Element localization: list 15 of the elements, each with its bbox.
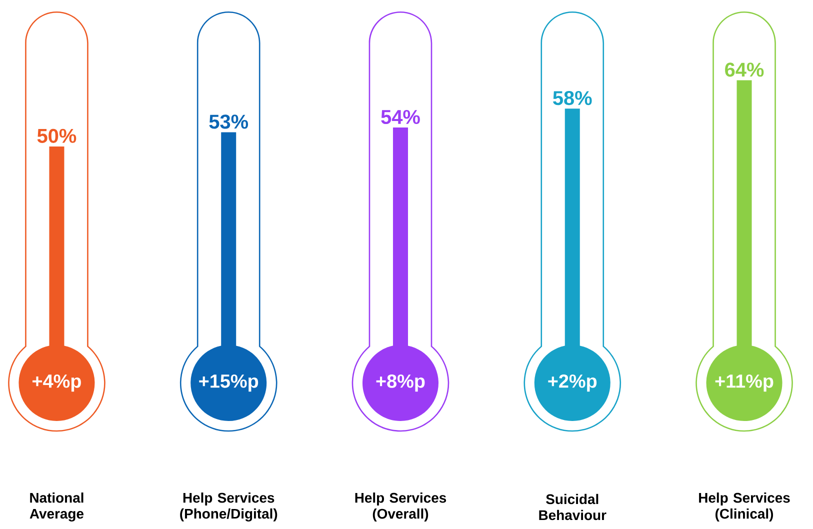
- x-tick-label: Help Services (Overall): [355, 492, 446, 522]
- x-tick-label: Suicidal Behaviour: [539, 494, 606, 520]
- annotation: +8%p: [376, 374, 425, 392]
- data-label: 53%: [209, 114, 248, 129]
- annotation: +2%p: [548, 374, 597, 392]
- x-tick-label: Help Services (Phone/Digital): [180, 492, 278, 522]
- data-label: 50%: [37, 128, 76, 143]
- data-label: 58%: [553, 91, 592, 106]
- annotation: +4%p: [32, 374, 81, 392]
- x-tick-label: Help Services (Clinical): [699, 492, 790, 522]
- data-label: 54%: [381, 110, 420, 124]
- x-tick-label: National Average: [30, 492, 84, 522]
- annotation: +15%p: [199, 374, 258, 392]
- annotation: +11%p: [715, 374, 774, 392]
- data-label: 64%: [725, 62, 764, 77]
